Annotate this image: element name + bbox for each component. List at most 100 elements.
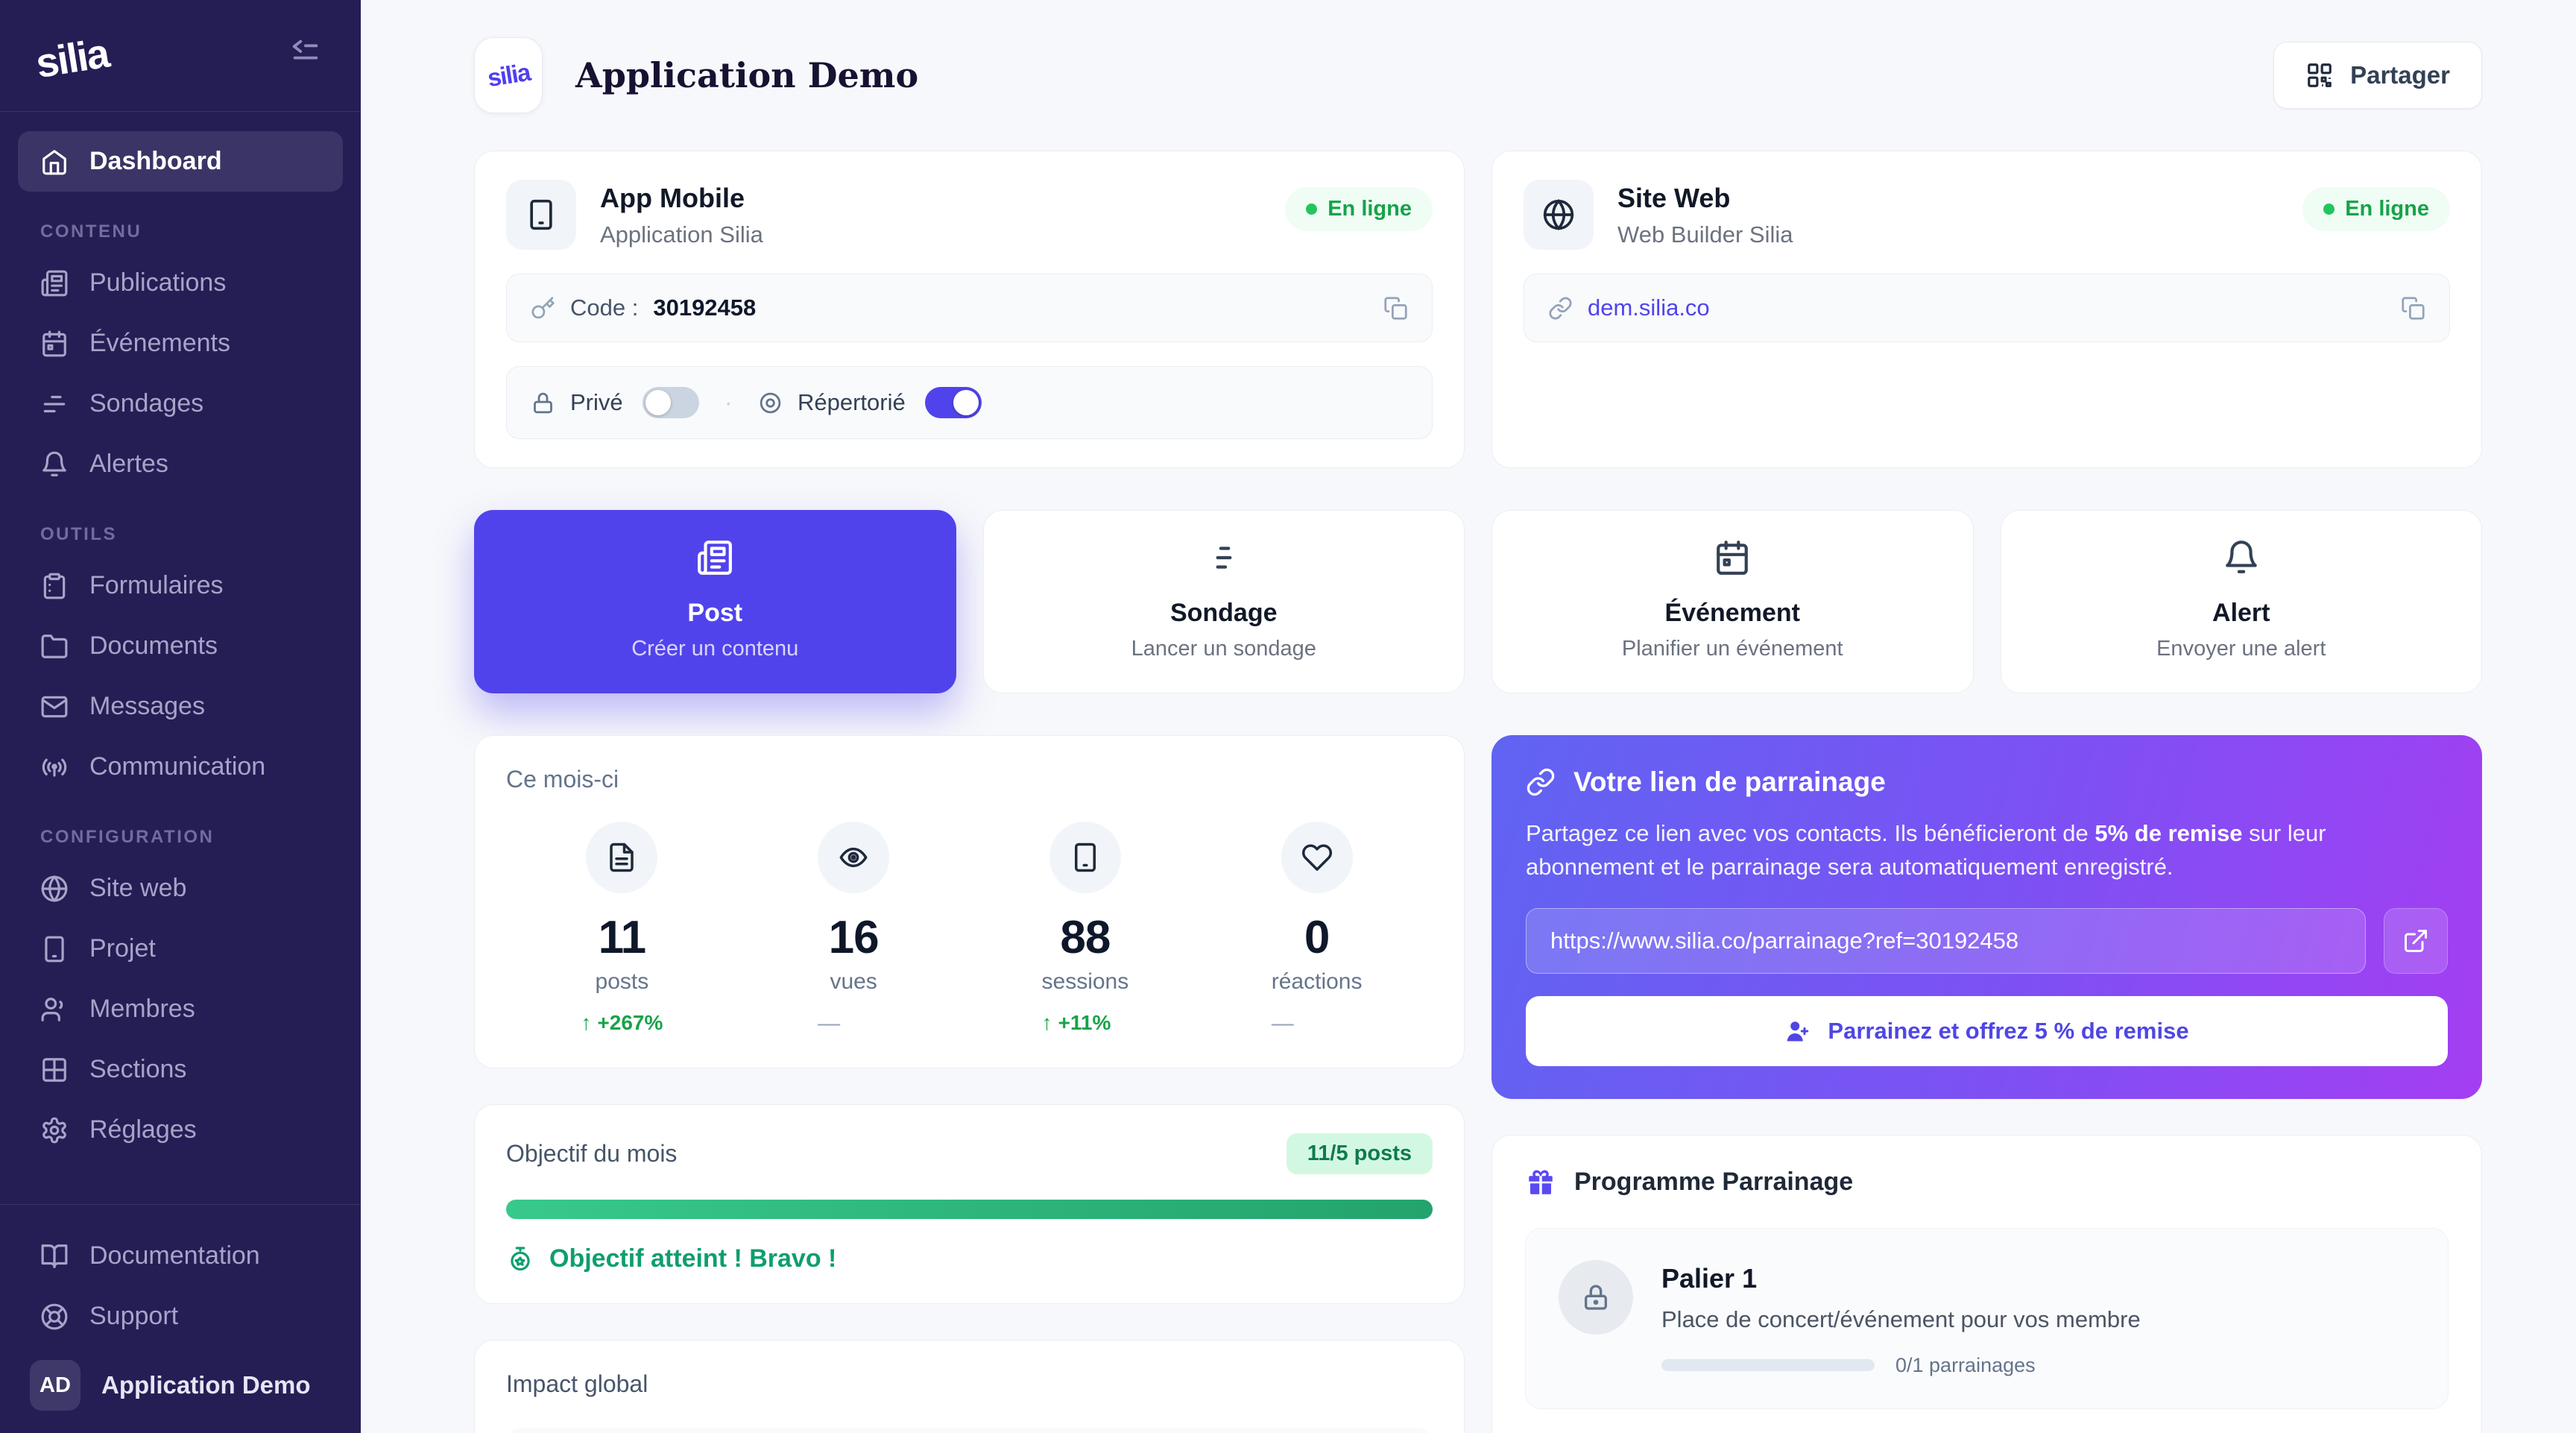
stat-posts: 11 posts ↑ +267%	[581, 822, 663, 1036]
sidebar-header: silia	[0, 0, 361, 112]
sidebar: silia Dashboard CONTENU Publications Évé…	[0, 0, 361, 1433]
action-title: Alert	[2212, 599, 2270, 627]
grid-icon	[40, 1056, 69, 1084]
sidebar-item-membres[interactable]: Membres	[18, 979, 343, 1039]
tier-progress-bar	[1661, 1359, 1875, 1372]
sidebar-item-support[interactable]: Support	[18, 1286, 343, 1347]
program-title: Programme Parrainage	[1574, 1168, 1854, 1197]
action-title: Événement	[1664, 599, 1800, 627]
sidebar-nav: Dashboard CONTENU Publications Événement…	[0, 112, 361, 1204]
sidebar-item-label: Événements	[89, 329, 230, 357]
smartphone-icon	[1049, 822, 1121, 893]
folder-icon	[40, 632, 69, 661]
private-toggle[interactable]	[642, 387, 699, 418]
book-open-icon	[40, 1242, 69, 1270]
sidebar-item-label: Sections	[89, 1055, 187, 1083]
clipboard-icon	[40, 572, 69, 600]
sidebar-item-label: Alertes	[89, 450, 168, 478]
create-post-button[interactable]: Post Créer un contenu	[474, 510, 956, 693]
stat-value: 88	[1060, 912, 1111, 963]
sidebar-item-messages[interactable]: Messages	[18, 676, 343, 737]
visibility-field: Privé · Répertorié	[506, 366, 1433, 439]
smartphone-icon	[506, 180, 576, 250]
sidebar-item-documents[interactable]: Documents	[18, 616, 343, 676]
sidebar-item-publications[interactable]: Publications	[18, 253, 343, 313]
share-button[interactable]: Partager	[2273, 42, 2482, 109]
trend-up-icon: ↑	[1041, 1011, 1052, 1035]
sidebar-item-label: Publications	[89, 268, 227, 297]
create-event-button[interactable]: Événement Planifier un événement	[1491, 510, 1974, 693]
stat-vues: 16 vues —	[818, 822, 890, 1036]
copy-icon[interactable]	[1383, 296, 1408, 321]
sidebar-collapse-icon[interactable]	[283, 30, 326, 73]
goal-progress-bar	[506, 1200, 1433, 1220]
gear-icon	[40, 1116, 69, 1144]
tier-name: Palier 1	[1661, 1262, 1758, 1294]
sidebar-item-label: Documentation	[89, 1241, 260, 1270]
sidebar-item-label: Dashboard	[89, 147, 222, 175]
card-subtitle: Web Builder Silia	[1617, 221, 1793, 248]
workspace-name: Application Demo	[101, 1371, 311, 1399]
life-buoy-icon	[40, 1303, 69, 1331]
sidebar-item-label: Membres	[89, 995, 195, 1023]
sidebar-item-alertes[interactable]: Alertes	[18, 434, 343, 494]
medal-icon	[506, 1245, 534, 1273]
sidebar-item-label: Communication	[89, 752, 266, 781]
sidebar-item-documentation[interactable]: Documentation	[18, 1226, 343, 1286]
send-alert-button[interactable]: Alert Envoyer une alert	[2000, 510, 2482, 693]
card-subtitle: Application Silia	[600, 221, 763, 248]
stat-delta: ↑ +11%	[1041, 1011, 1111, 1035]
sidebar-item-label: Sondages	[89, 389, 204, 418]
action-subtitle: Créer un contenu	[631, 637, 799, 661]
globe-icon	[40, 875, 69, 903]
sidebar-item-communication[interactable]: Communication	[18, 737, 343, 797]
action-subtitle: Lancer un sondage	[1131, 637, 1316, 661]
disc-icon	[758, 391, 783, 415]
online-dot-icon	[1306, 204, 1318, 215]
workspace-switcher[interactable]: AD Application Demo	[18, 1347, 343, 1411]
open-referral-link-button[interactable]	[2384, 907, 2448, 974]
private-label: Privé	[570, 389, 623, 415]
sidebar-item-projet[interactable]: Projet	[18, 919, 343, 979]
referral-card: Votre lien de parrainage Partagez ce lie…	[1491, 735, 2482, 1099]
bell-icon	[2223, 539, 2260, 576]
sidebar-item-formulaires[interactable]: Formulaires	[18, 555, 343, 616]
action-title: Post	[687, 599, 743, 627]
poll-bars-icon	[40, 390, 69, 418]
section-label-configuration: CONFIGURATION	[40, 827, 215, 847]
listed-toggle[interactable]	[924, 387, 982, 418]
global-impact-card: Impact global Contenus publiés 40 au tot…	[474, 1340, 1465, 1433]
link-icon	[1526, 767, 1556, 797]
sidebar-item-evenements[interactable]: Événements	[18, 313, 343, 374]
sidebar-item-label: Projet	[89, 934, 156, 963]
code-field: Code : 30192458	[506, 274, 1433, 342]
online-dot-icon	[2323, 204, 2335, 215]
refer-button[interactable]: Parrainez et offrez 5 % de remise	[1526, 995, 2448, 1066]
site-web-card: Site Web Web Builder Silia En ligne dem.…	[1491, 151, 2482, 468]
stat-value: 0	[1304, 912, 1330, 963]
sidebar-item-site-web[interactable]: Site web	[18, 858, 343, 919]
channels-row: App Mobile Application Silia En ligne Co…	[474, 151, 2482, 468]
external-link-icon	[2402, 927, 2429, 954]
tier-progress: 0/1 parrainages	[1661, 1354, 2141, 1377]
sidebar-item-reglages[interactable]: Réglages	[18, 1100, 343, 1160]
sidebar-item-sondages[interactable]: Sondages	[18, 374, 343, 434]
create-survey-button[interactable]: Sondage Lancer un sondage	[982, 510, 1465, 693]
goal-title: Objectif du mois	[506, 1140, 678, 1168]
site-web-card-header: Site Web Web Builder Silia En ligne	[1524, 180, 2450, 250]
referral-url-input[interactable]: https://www.silia.co/parrainage?ref=3019…	[1526, 907, 2366, 974]
stat-value: 11	[598, 912, 647, 963]
mail-icon	[40, 693, 69, 721]
app-mobile-card: App Mobile Application Silia En ligne Co…	[474, 151, 1465, 468]
copy-icon[interactable]	[2401, 296, 2425, 321]
sidebar-item-dashboard[interactable]: Dashboard	[18, 131, 343, 192]
site-url-field: dem.silia.co	[1524, 274, 2450, 342]
site-url-link[interactable]: dem.silia.co	[1588, 295, 1710, 321]
stat-label: réactions	[1271, 969, 1363, 995]
sidebar-item-sections[interactable]: Sections	[18, 1039, 343, 1100]
sidebar-item-label: Messages	[89, 692, 205, 720]
lock-icon	[531, 391, 555, 415]
file-text-icon	[586, 822, 658, 893]
qr-code-icon	[2305, 61, 2334, 89]
